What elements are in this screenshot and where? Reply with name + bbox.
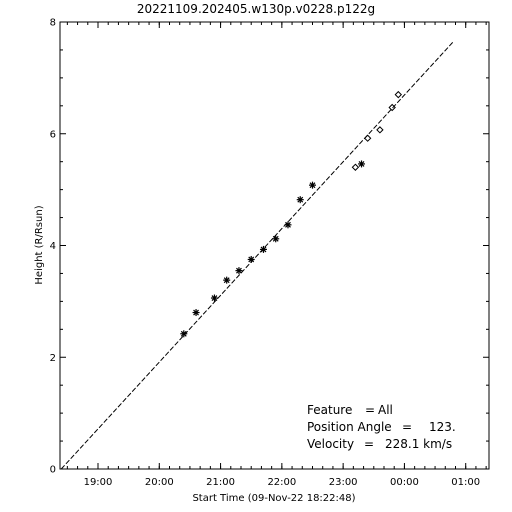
x-tick-label: 19:00 bbox=[84, 477, 113, 488]
annotation-position-angle-sep: = bbox=[402, 420, 412, 434]
asterisk-point bbox=[192, 309, 200, 317]
y-axis-label: Height (R/Rsun) bbox=[34, 205, 45, 284]
diamond-point bbox=[394, 90, 403, 99]
x-tick-label: 22:00 bbox=[267, 477, 296, 488]
asterisk-point bbox=[272, 235, 280, 243]
y-tick-label: 0 bbox=[50, 465, 56, 476]
y-tick-label: 2 bbox=[50, 353, 56, 364]
asterisk-point bbox=[358, 160, 366, 168]
x-axis-label: Start Time (09-Nov-22 18:22:48) bbox=[192, 493, 355, 504]
y-axis: 0 2 4 6 8 bbox=[50, 18, 489, 476]
diamond-point bbox=[388, 103, 396, 112]
asterisk-point bbox=[284, 221, 292, 229]
y-tick-label: 6 bbox=[50, 129, 56, 140]
y-tick-label: 4 bbox=[50, 241, 56, 252]
annotation-feature-label: Feature bbox=[307, 403, 352, 417]
annotation-velocity-sep: = bbox=[364, 437, 374, 451]
annotation-feature-sep: = bbox=[365, 403, 375, 417]
annotation-position-angle-label: Position Angle bbox=[307, 420, 392, 434]
x-tick-label: 00:00 bbox=[390, 477, 419, 488]
annotation-feature-value: All bbox=[378, 403, 393, 417]
annotation-velocity-value: 228.1 km/s bbox=[385, 437, 452, 451]
x-tick-label: 20:00 bbox=[145, 477, 174, 488]
x-tick-label: 23:00 bbox=[329, 477, 358, 488]
diamond-point bbox=[376, 126, 384, 134]
asterisk-point bbox=[259, 245, 267, 253]
asterisk-point bbox=[296, 196, 304, 204]
x-tick-label: 21:00 bbox=[206, 477, 235, 488]
asterisk-point bbox=[210, 294, 218, 302]
diamond-point bbox=[363, 134, 372, 142]
annotation-position-angle-value: 123. bbox=[429, 420, 456, 434]
y-tick-label: 8 bbox=[50, 18, 56, 29]
asterisk-point bbox=[247, 255, 255, 263]
x-tick-label: 01:00 bbox=[451, 477, 480, 488]
asterisk-point bbox=[180, 330, 188, 338]
annotation-block: Feature = All Position Angle = 123. Velo… bbox=[307, 403, 456, 451]
x-axis: 19:00 20:00 21:00 22:00 23:00 00:00 01:00 bbox=[66, 22, 487, 488]
asterisk-point bbox=[235, 267, 243, 275]
plot-frame bbox=[59, 21, 490, 470]
fit-line bbox=[60, 41, 454, 470]
asterisk-point bbox=[308, 181, 316, 189]
annotation-velocity-label: Velocity bbox=[307, 437, 354, 451]
asterisk-point bbox=[223, 276, 231, 284]
data-points bbox=[180, 90, 403, 338]
chart-title: 20221109.202405.w130p.v0228.p122g bbox=[137, 2, 375, 16]
diamond-point bbox=[351, 163, 360, 171]
